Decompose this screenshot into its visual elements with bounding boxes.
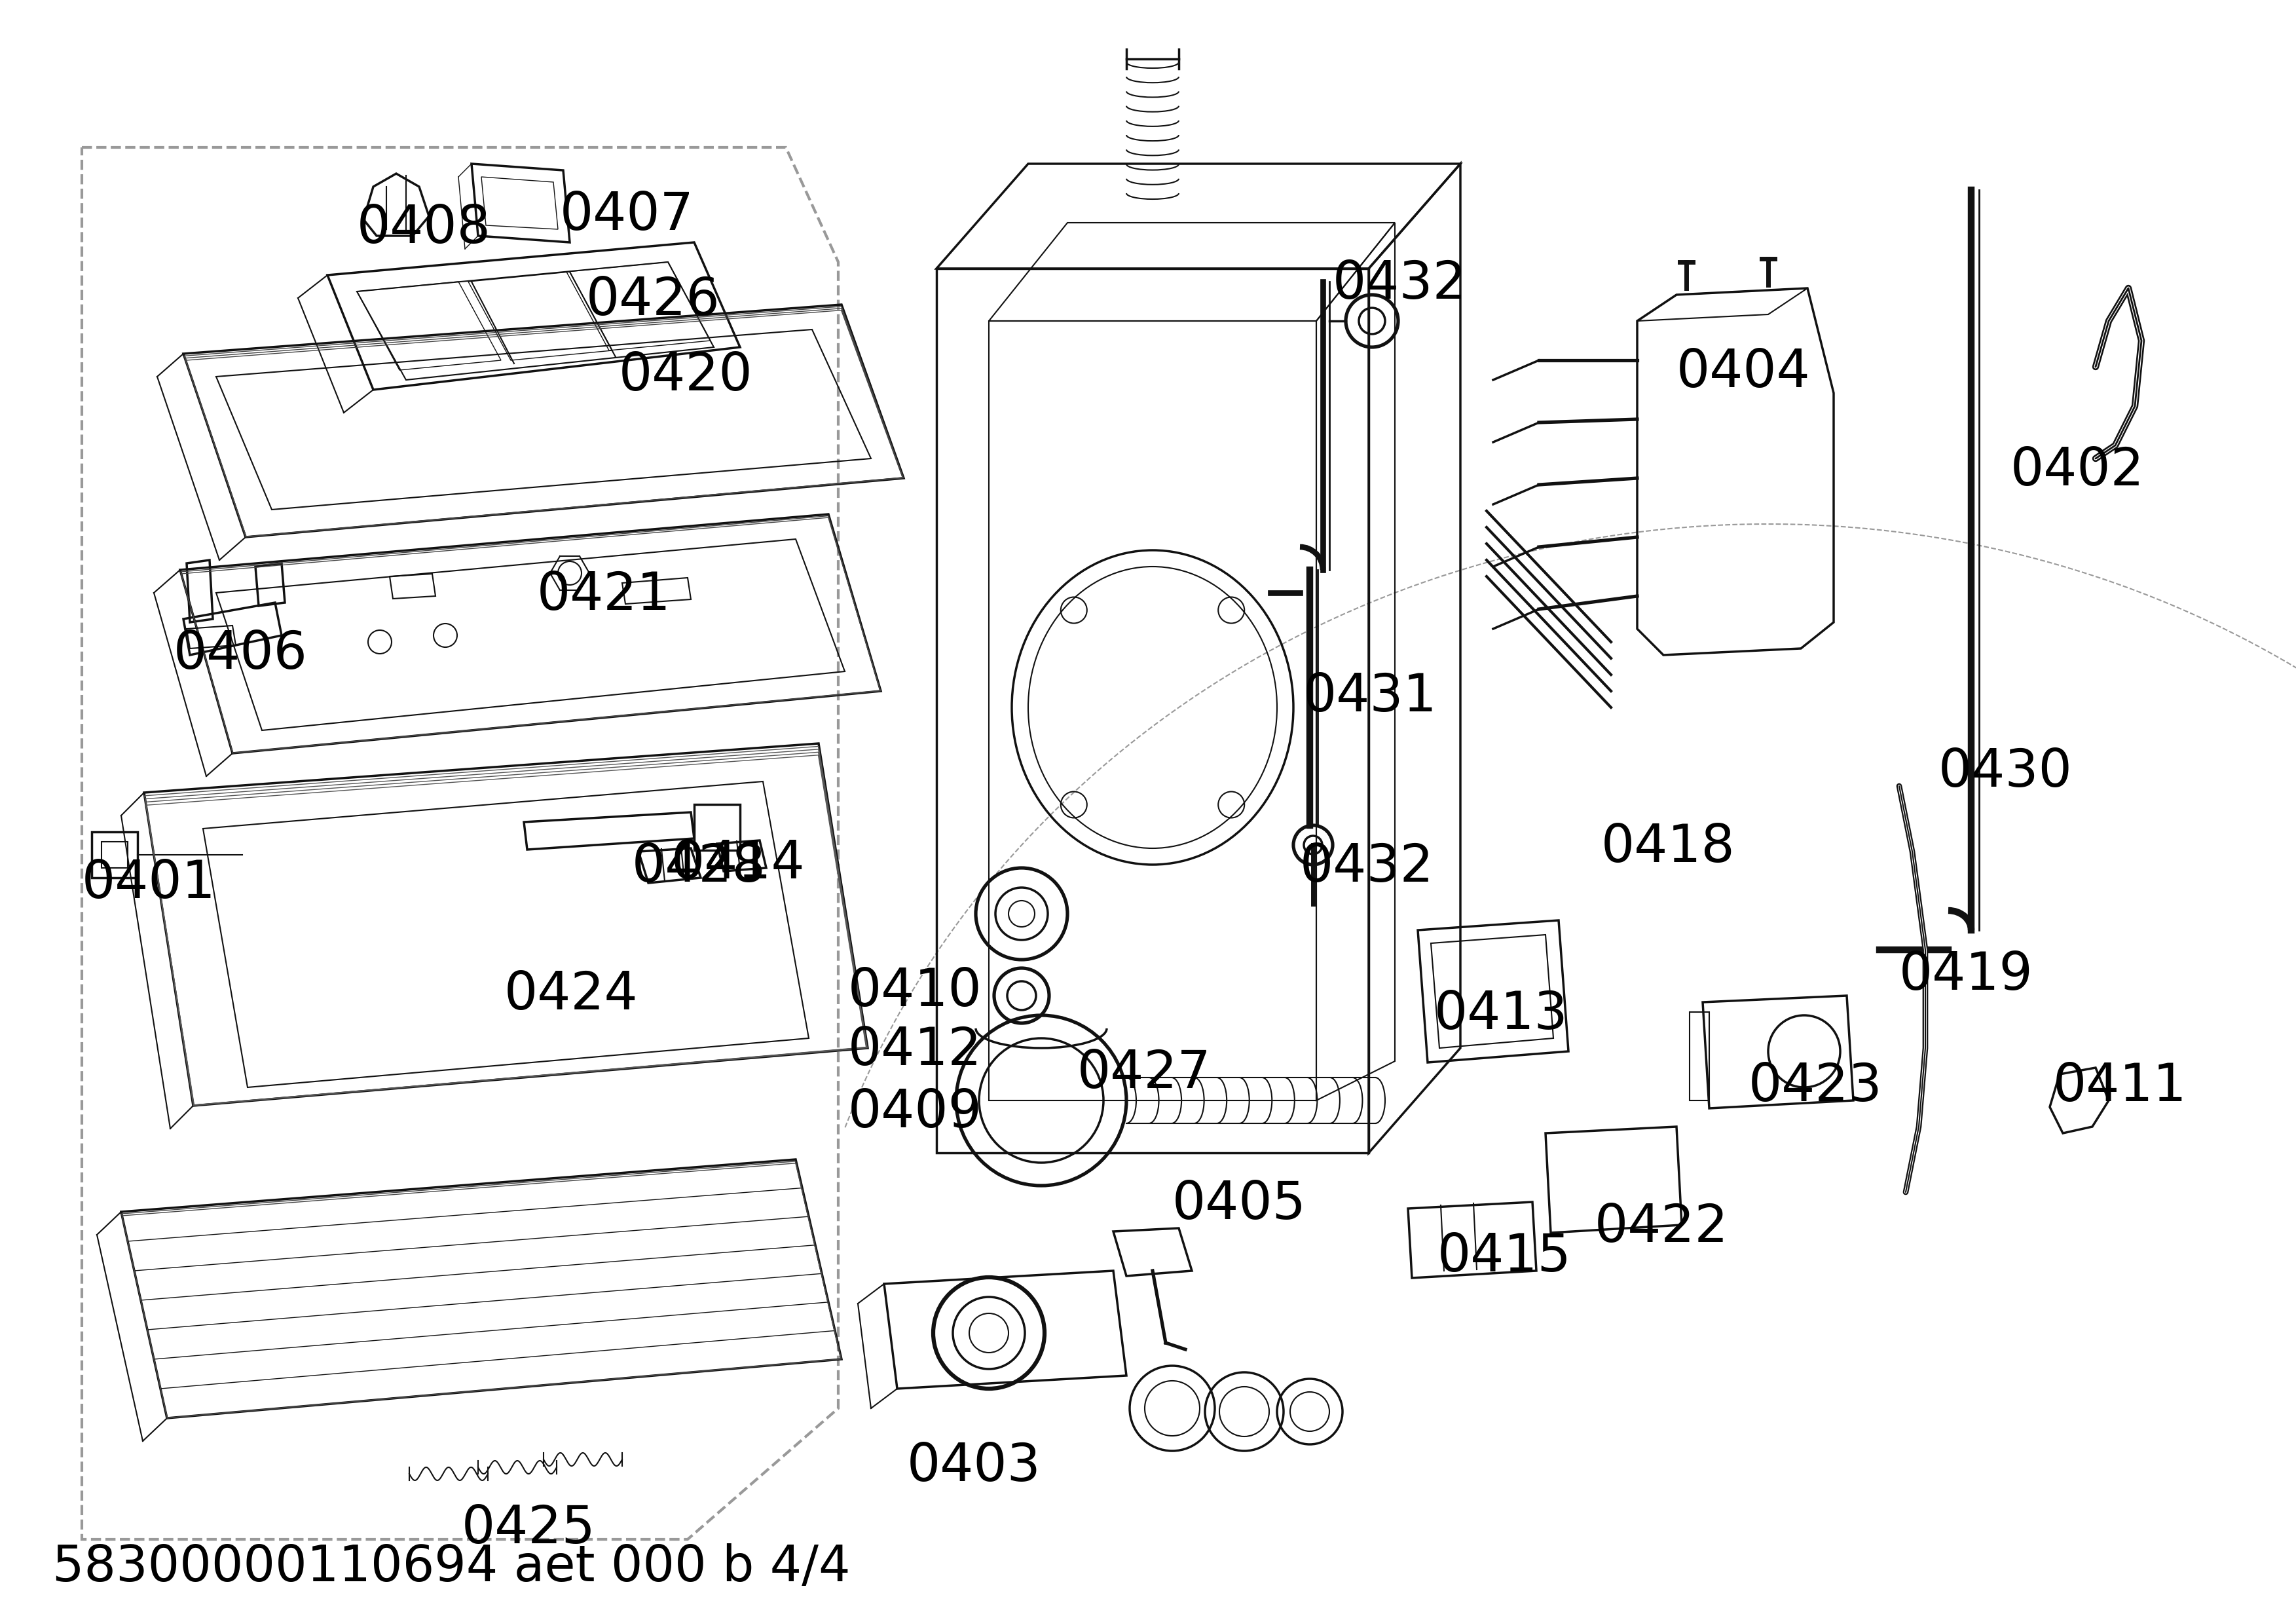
Text: 0431: 0431	[1304, 671, 1437, 723]
Text: 0421: 0421	[537, 570, 670, 621]
Text: 0404: 0404	[1676, 347, 1812, 399]
Text: 0425: 0425	[461, 1503, 595, 1554]
Text: 0415: 0415	[1437, 1231, 1570, 1283]
Text: 0432: 0432	[1332, 258, 1467, 310]
Text: 0424: 0424	[505, 970, 638, 1020]
Text: 0405: 0405	[1173, 1180, 1306, 1230]
Text: 0412: 0412	[847, 1025, 983, 1077]
Text: 0430: 0430	[1938, 747, 2073, 797]
Text: 0414: 0414	[670, 838, 806, 889]
Text: 0432: 0432	[1300, 843, 1435, 893]
Text: 0408: 0408	[356, 203, 491, 253]
Text: 0419: 0419	[1899, 949, 2034, 1001]
Text: 0426: 0426	[585, 274, 721, 326]
Text: 0401: 0401	[83, 859, 216, 909]
Text: 0413: 0413	[1435, 989, 1568, 1039]
Text: 0407: 0407	[560, 190, 693, 240]
Text: 58300000110694 aet 000 b 4/4: 58300000110694 aet 000 b 4/4	[53, 1543, 850, 1591]
Text: 0422: 0422	[1596, 1202, 1729, 1252]
Text: 0420: 0420	[620, 350, 753, 402]
Text: 0409: 0409	[847, 1088, 983, 1138]
Text: 0428: 0428	[631, 843, 767, 893]
Text: 0411: 0411	[2053, 1060, 2188, 1112]
Text: 0418: 0418	[1600, 822, 1736, 873]
Text: 0423: 0423	[1750, 1060, 1883, 1112]
Text: 0402: 0402	[2011, 445, 2144, 497]
Text: 0403: 0403	[907, 1441, 1040, 1493]
Text: 0410: 0410	[847, 967, 983, 1017]
Text: 0427: 0427	[1077, 1047, 1212, 1099]
Text: 0406: 0406	[174, 629, 308, 679]
